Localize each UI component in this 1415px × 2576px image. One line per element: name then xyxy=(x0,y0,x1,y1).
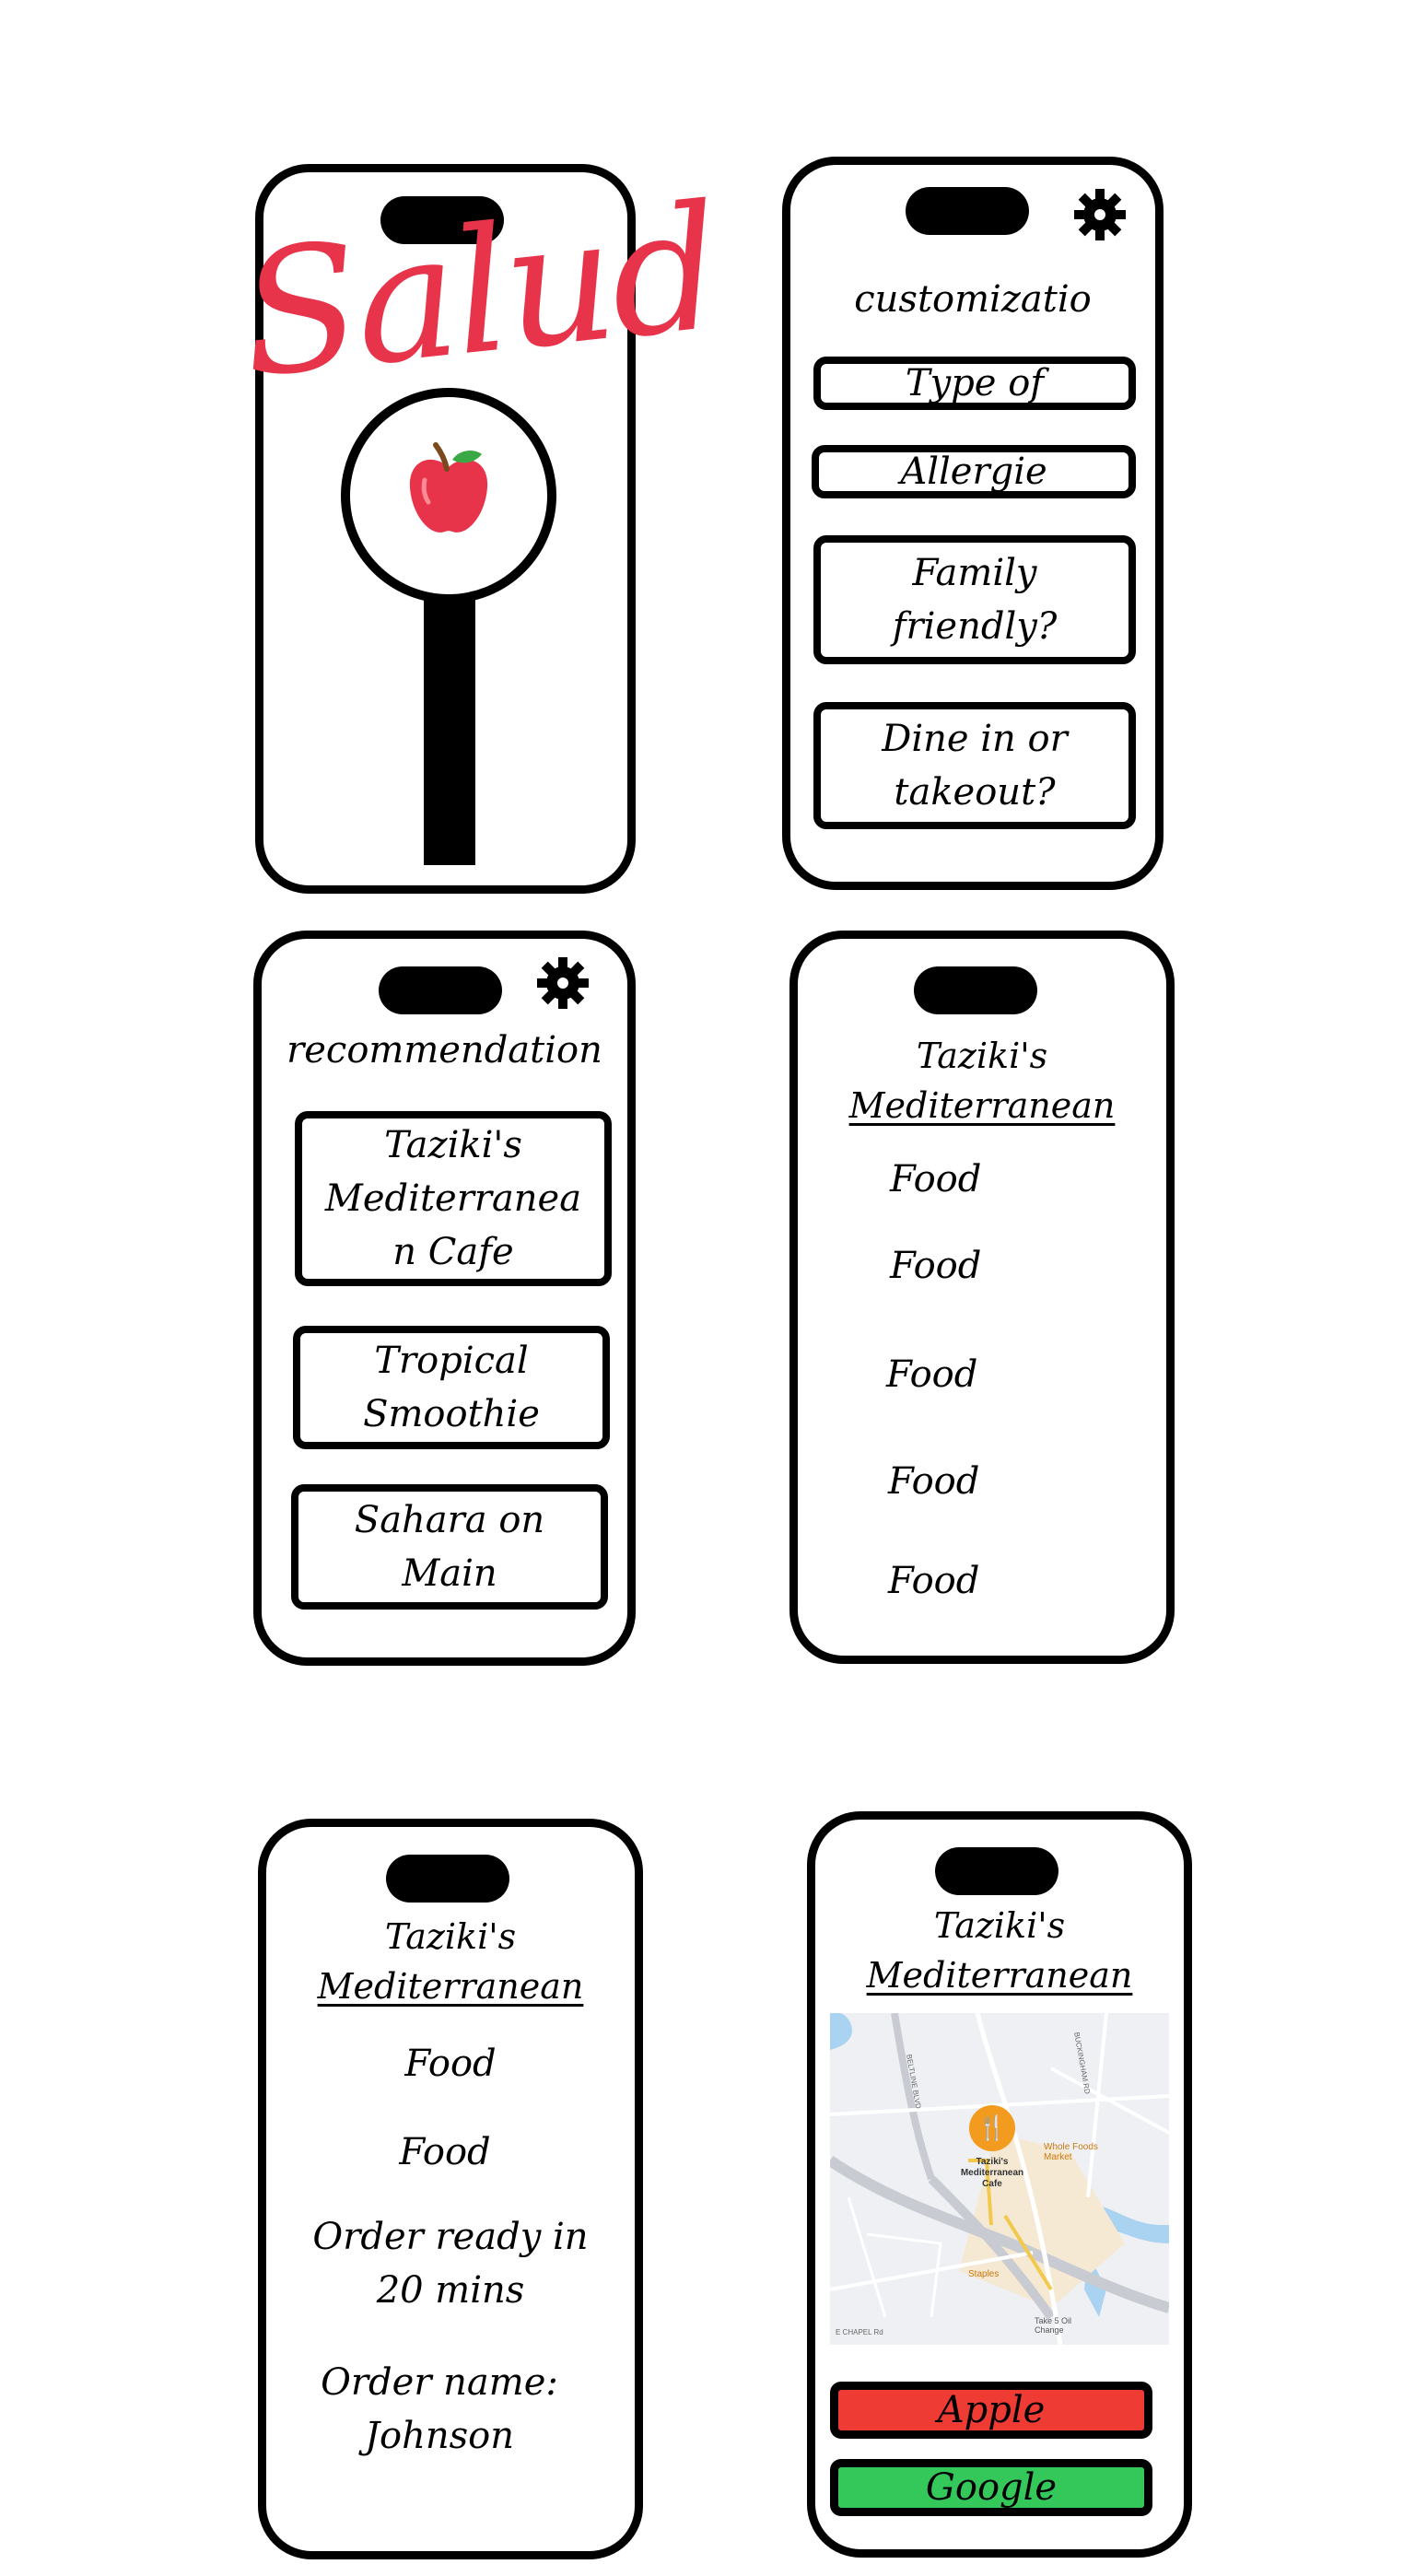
apple-icon xyxy=(409,442,488,533)
order-name: Order name: Johnson xyxy=(321,2361,558,2457)
map-roads xyxy=(830,2013,1169,2345)
apple-maps-button[interactable]: Apple xyxy=(830,2382,1152,2439)
phone-notch xyxy=(380,196,504,244)
location-map[interactable]: 🍴 Taziki's Mediterranean Cafe Whole Food… xyxy=(830,2013,1169,2345)
pin-label: Taziki's Mediterranean Cafe xyxy=(960,2157,1024,2189)
poi-staples: Staples xyxy=(968,2269,1000,2279)
magnifier-handle xyxy=(424,600,475,865)
phone-notch xyxy=(379,966,502,1014)
phone-notch xyxy=(914,966,1037,1014)
restaurant-name-line1: Taziki's xyxy=(933,1905,1066,1946)
option-type[interactable]: Type of xyxy=(813,357,1136,410)
recommendation-item-tropical-smoothie[interactable]: Tropical Smoothie xyxy=(293,1326,610,1449)
restaurant-name-line1: Taziki's xyxy=(384,1916,517,1957)
gear-icon[interactable] xyxy=(535,955,591,1011)
gear-icon[interactable] xyxy=(1072,187,1128,242)
recommendation-item-tazikis[interactable]: Taziki's Mediterranea n Cafe xyxy=(295,1111,612,1286)
restaurant-name-line2: Mediterranean xyxy=(317,1966,584,2007)
poi-take5: Take 5 Oil Change xyxy=(1035,2316,1072,2335)
phone-menu: Taziki's Mediterranean Food Food Food Fo… xyxy=(789,931,1175,1664)
restaurant-name-line1: Taziki's xyxy=(916,1036,1048,1076)
google-maps-button[interactable]: Google xyxy=(830,2459,1152,2516)
phone-notch xyxy=(935,1847,1058,1895)
phone-order: Taziki's Mediterranean Food Food Order r… xyxy=(258,1819,643,2559)
restaurant-name-line2: Mediterranean xyxy=(866,1955,1133,1996)
page-title: customizatio xyxy=(854,278,1092,321)
menu-item[interactable]: Food xyxy=(886,1353,978,1396)
poi-whole-foods: Whole Foods Market xyxy=(1044,2142,1098,2162)
street-chapel: E CHAPEL Rd xyxy=(836,2328,883,2336)
phone-splash xyxy=(255,164,636,894)
order-item: Food xyxy=(404,2043,497,2085)
restaurant-pin-icon[interactable]: 🍴 xyxy=(969,2105,1015,2151)
phone-notch xyxy=(386,1855,509,1903)
page-title: recommendation xyxy=(287,1029,602,1071)
option-allergies[interactable]: Allergie xyxy=(812,445,1136,498)
option-dine-in-takeout[interactable]: Dine in or takeout? xyxy=(813,702,1136,829)
phone-customization: customizatio Type of Allergie Family fri… xyxy=(782,157,1164,890)
menu-item[interactable]: Food xyxy=(888,1460,980,1503)
menu-item[interactable]: Food xyxy=(890,1245,982,1287)
order-ready-time: Order ready in 20 mins xyxy=(312,2216,589,2312)
phone-recommendation: recommendation Taziki's Mediterranea n C… xyxy=(253,931,636,1666)
menu-item[interactable]: Food xyxy=(888,1560,980,1602)
restaurant-name-line2: Mediterranean xyxy=(848,1085,1116,1126)
order-item: Food xyxy=(399,2131,491,2173)
phone-map: Taziki's Mediterranean 🍴 Taziki's Medite… xyxy=(807,1811,1192,2558)
option-family-friendly[interactable]: Family friendly? xyxy=(813,535,1136,664)
menu-item[interactable]: Food xyxy=(890,1158,982,1200)
phone-notch xyxy=(906,187,1029,235)
recommendation-item-sahara[interactable]: Sahara on Main xyxy=(291,1484,608,1610)
